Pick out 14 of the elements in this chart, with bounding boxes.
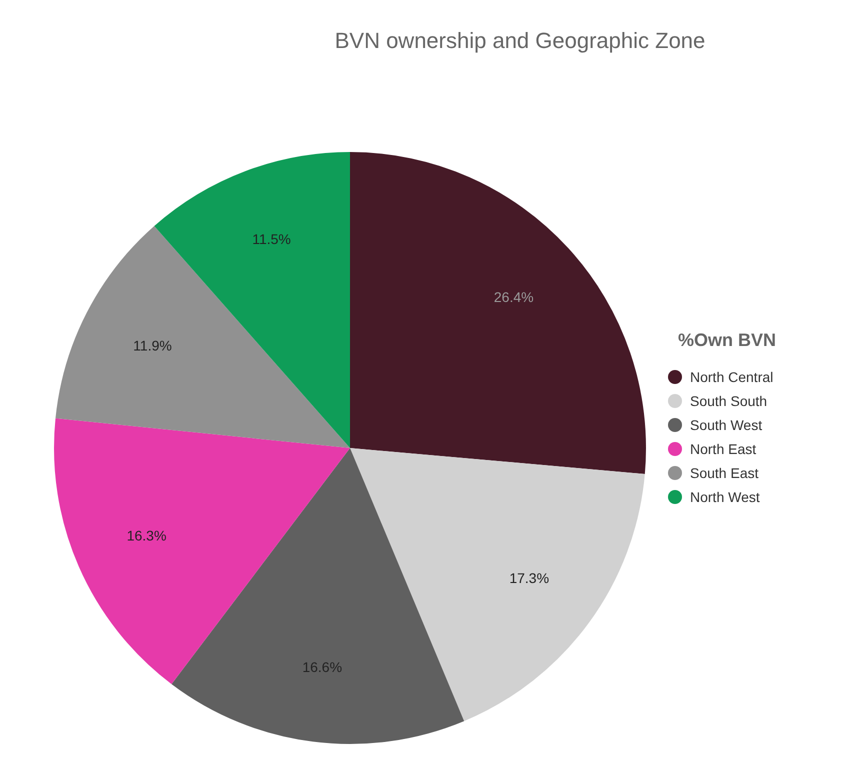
legend-label: South West <box>690 417 762 433</box>
legend-label: South East <box>690 465 758 481</box>
legend-label: North West <box>690 489 760 505</box>
data-label: 16.6% <box>302 659 342 676</box>
legend-label: North Central <box>690 369 774 385</box>
legend-label: South South <box>690 393 768 409</box>
data-label: 11.9% <box>133 337 172 354</box>
legend-title: %Own BVN <box>678 330 776 351</box>
data-label: 11.5% <box>252 231 291 248</box>
legend-label: North East <box>690 441 756 457</box>
chart-title: BVN ownership and Geographic Zone <box>334 28 706 54</box>
data-label: 17.3% <box>509 570 550 586</box>
data-label: 26.4% <box>494 288 534 305</box>
data-label: 16.3% <box>126 528 166 544</box>
